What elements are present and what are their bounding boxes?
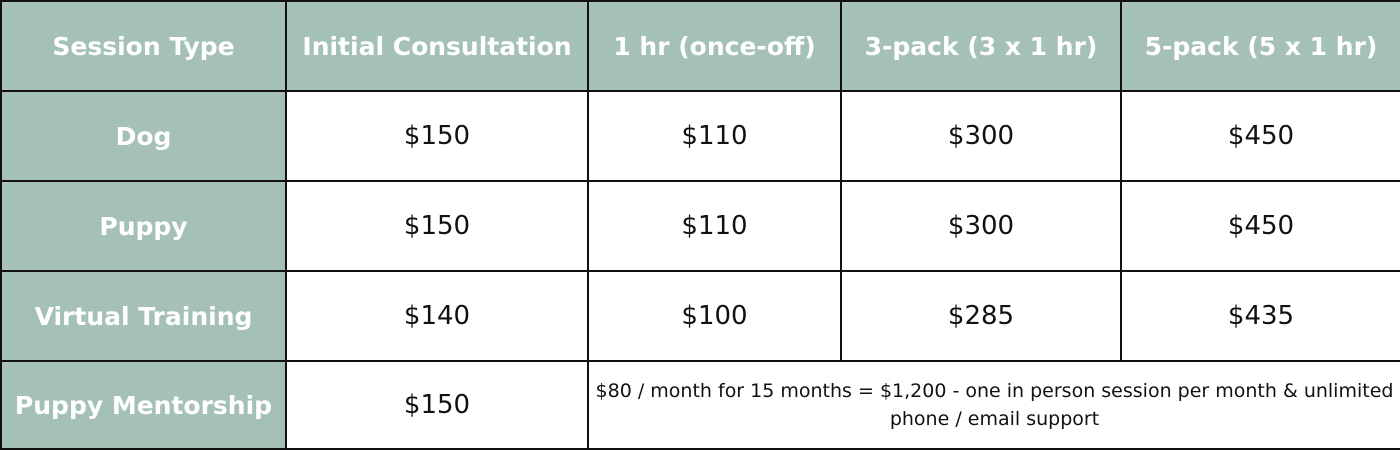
price-cell: $150 [285,180,589,272]
row-label: Puppy [0,180,287,272]
header-initial-consultation: Initial Consultation [285,0,589,92]
table-row: Dog $150 $110 $300 $450 [0,90,1400,182]
price-cell: $110 [587,90,842,182]
price-cell: $150 [285,90,589,182]
header-5-pack: 5-pack (5 x 1 hr) [1120,0,1400,92]
header-session-type: Session Type [0,0,287,92]
price-cell: $110 [587,180,842,272]
header-3-pack: 3-pack (3 x 1 hr) [840,0,1122,92]
row-label: Virtual Training [0,270,287,362]
row-label: Puppy Mentorship [0,360,287,450]
price-cell: $300 [840,90,1122,182]
price-cell: $150 [285,360,589,450]
price-cell: $300 [840,180,1122,272]
price-cell: $285 [840,270,1122,362]
mentorship-note: $80 / month for 15 months = $1,200 - one… [587,360,1400,450]
header-row: Session Type Initial Consultation 1 hr (… [0,0,1400,92]
price-cell: $140 [285,270,589,362]
table-row: Puppy $150 $110 $300 $450 [0,180,1400,272]
row-label: Dog [0,90,287,182]
price-cell: $450 [1120,90,1400,182]
price-cell: $450 [1120,180,1400,272]
table-row-mentorship: Puppy Mentorship $150 $80 / month for 15… [0,360,1400,450]
header-1hr: 1 hr (once-off) [587,0,842,92]
price-cell: $100 [587,270,842,362]
table-row: Virtual Training $140 $100 $285 $435 [0,270,1400,362]
price-cell: $435 [1120,270,1400,362]
